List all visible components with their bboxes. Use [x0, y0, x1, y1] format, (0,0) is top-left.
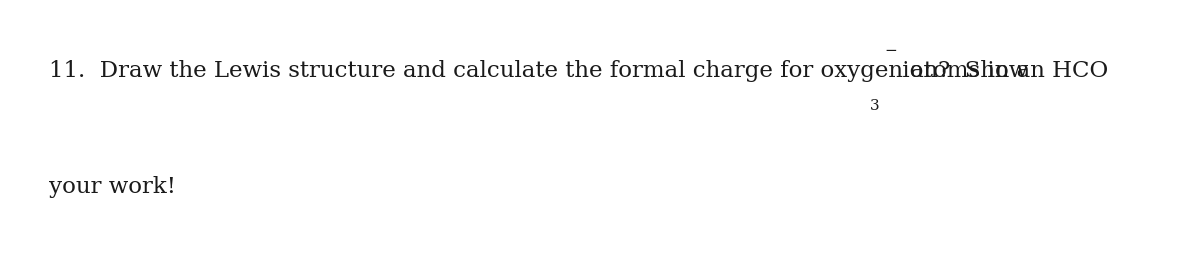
- Text: −: −: [884, 44, 898, 58]
- Text: your work!: your work!: [49, 176, 176, 198]
- Text: 11.  Draw the Lewis structure and calculate the formal charge for oxygen atoms i: 11. Draw the Lewis structure and calcula…: [49, 60, 1109, 82]
- Text: ion?  Show: ion? Show: [895, 60, 1028, 82]
- Text: 3: 3: [870, 99, 880, 113]
